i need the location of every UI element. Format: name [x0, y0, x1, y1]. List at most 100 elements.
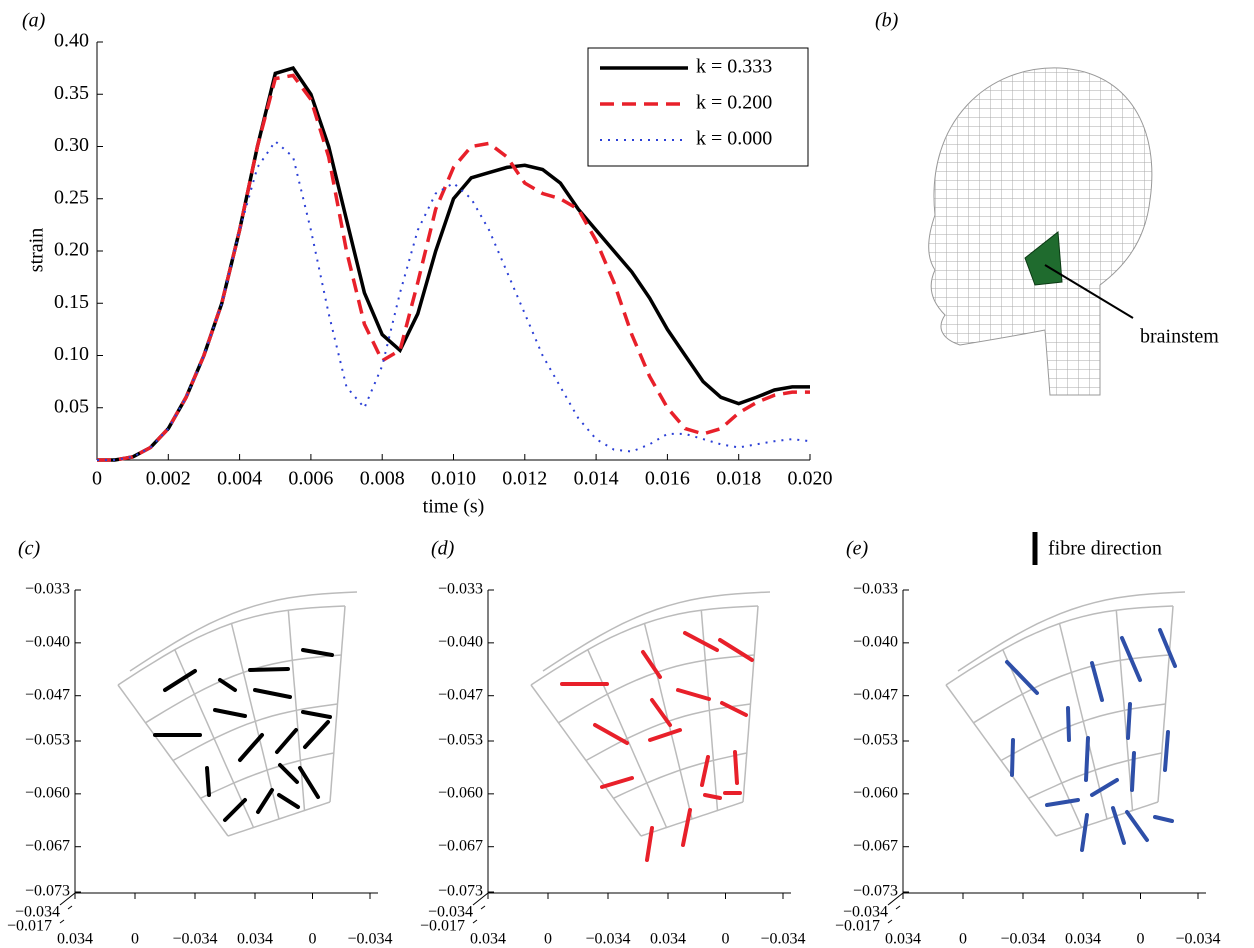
fibre [1084, 736, 1090, 782]
fibre [648, 728, 682, 742]
x-tick-label: 0.004 [217, 468, 262, 490]
mesh-line [742, 605, 759, 803]
x-tick-label: 0.020 [788, 468, 833, 490]
z-tick-label: −0.060 [25, 785, 70, 802]
mesh-line [1115, 610, 1134, 811]
floor-axis [59, 892, 76, 906]
mesh-line [542, 591, 771, 672]
fibre [1080, 813, 1089, 852]
fibre [1045, 798, 1080, 807]
mesh-line [1055, 801, 1159, 837]
mesh-line [1157, 605, 1174, 803]
pointer-line [1044, 264, 1134, 319]
y-tick-label: 0.25 [54, 186, 89, 208]
z-tick-label: −0.033 [438, 581, 483, 598]
head-model: brainstem (b) [875, 10, 1219, 396]
z-tick-label: −0.040 [853, 634, 898, 651]
panel-label: (d) [431, 538, 455, 560]
mesh-line [640, 801, 744, 837]
z-tick-label: −0.033 [853, 581, 898, 598]
mesh-line [230, 623, 280, 820]
corner-tick-label: −0.034 [428, 904, 473, 921]
fibre [641, 650, 662, 679]
z-tick-label: −0.060 [853, 785, 898, 802]
fibre [248, 667, 290, 672]
mesh-line [1058, 623, 1108, 820]
mesh-panel: (c) −0.033 −0.040 −0.047 −0.053 −0.060 −0.067 −… [7, 538, 393, 948]
floor-tick-label: −0.034 [347, 931, 392, 948]
fibre [650, 698, 672, 727]
x-tick-label: 0.006 [288, 468, 333, 490]
floor-tick-label: 0.034 [650, 931, 686, 948]
fibre [718, 638, 754, 662]
z-tick-label: −0.073 [438, 883, 483, 900]
fibre [600, 776, 634, 789]
mesh-line [227, 801, 331, 837]
fibre [676, 688, 711, 701]
z-tick-label: −0.040 [25, 634, 70, 651]
corner-tick [59, 919, 65, 924]
fibre [213, 708, 247, 718]
z-tick-label: −0.033 [25, 581, 70, 598]
panel-label: (a) [22, 10, 46, 32]
z-tick-label: −0.073 [25, 883, 70, 900]
z-tick-label: −0.067 [25, 837, 70, 854]
fibre [1130, 751, 1136, 792]
panel-label: (b) [875, 10, 899, 32]
mesh-line [530, 605, 759, 686]
fibre [205, 766, 211, 797]
mesh-panel: (d) −0.033 −0.040 −0.047 −0.053 −0.060 −0.067 −… [420, 538, 806, 948]
fibre [1125, 810, 1149, 842]
fibre [163, 669, 197, 692]
z-tick-label: −0.067 [853, 837, 898, 854]
floor-tick-label: −0.034 [1175, 931, 1220, 948]
fibre [1126, 702, 1132, 740]
fibre [1090, 661, 1104, 702]
z-tick-label: −0.073 [853, 883, 898, 900]
corner-tick [472, 919, 478, 924]
y-tick-label: 0.40 [54, 30, 89, 52]
y-tick-label: 0.05 [54, 395, 89, 417]
fibre [645, 826, 654, 862]
fibre [1120, 636, 1142, 682]
floor-tick-label: 0 [722, 931, 730, 948]
corner-tick-label: −0.034 [15, 904, 60, 921]
fibre [1010, 738, 1015, 777]
z-tick-label: −0.067 [438, 837, 483, 854]
floor-tick-label: 0.034 [885, 931, 921, 948]
fibre [703, 793, 722, 800]
corner-tick [67, 905, 73, 910]
fibre [301, 710, 332, 719]
mesh-line [129, 591, 358, 672]
fibre [303, 720, 330, 749]
fibre [275, 728, 298, 754]
fibre [238, 733, 264, 762]
fibre [1153, 815, 1174, 823]
y-tick-label: 0.35 [54, 82, 89, 104]
fibre [1066, 706, 1071, 742]
z-tick-label: −0.040 [438, 634, 483, 651]
y-tick-label: 0.30 [54, 134, 89, 156]
floor-axis [472, 892, 489, 906]
y-tick-label: 0.20 [54, 239, 89, 261]
mesh-line [1028, 752, 1162, 799]
corner-tick-label: −0.017 [7, 918, 52, 935]
legend-label: k = 0.333 [696, 56, 772, 78]
legend-label: k = 0.000 [696, 128, 772, 150]
x-tick-label: 0.010 [431, 468, 476, 490]
z-tick-label: −0.053 [438, 732, 483, 749]
fibre [720, 701, 748, 717]
x-tick-label: 0.002 [146, 468, 191, 490]
fibre [298, 766, 320, 799]
floor-tick-label: −0.034 [1000, 931, 1045, 948]
corner-tick-label: −0.034 [843, 904, 888, 921]
x-axis-label: time (s) [423, 496, 485, 518]
fibre [1158, 628, 1177, 668]
fibre [1005, 660, 1039, 695]
mesh-panel: (e) −0.033 −0.040 −0.047 −0.053 −0.060 −0.067 −… [835, 532, 1221, 948]
corner-tick [887, 919, 893, 924]
mesh-line [117, 605, 346, 686]
z-tick-label: −0.047 [853, 686, 898, 703]
